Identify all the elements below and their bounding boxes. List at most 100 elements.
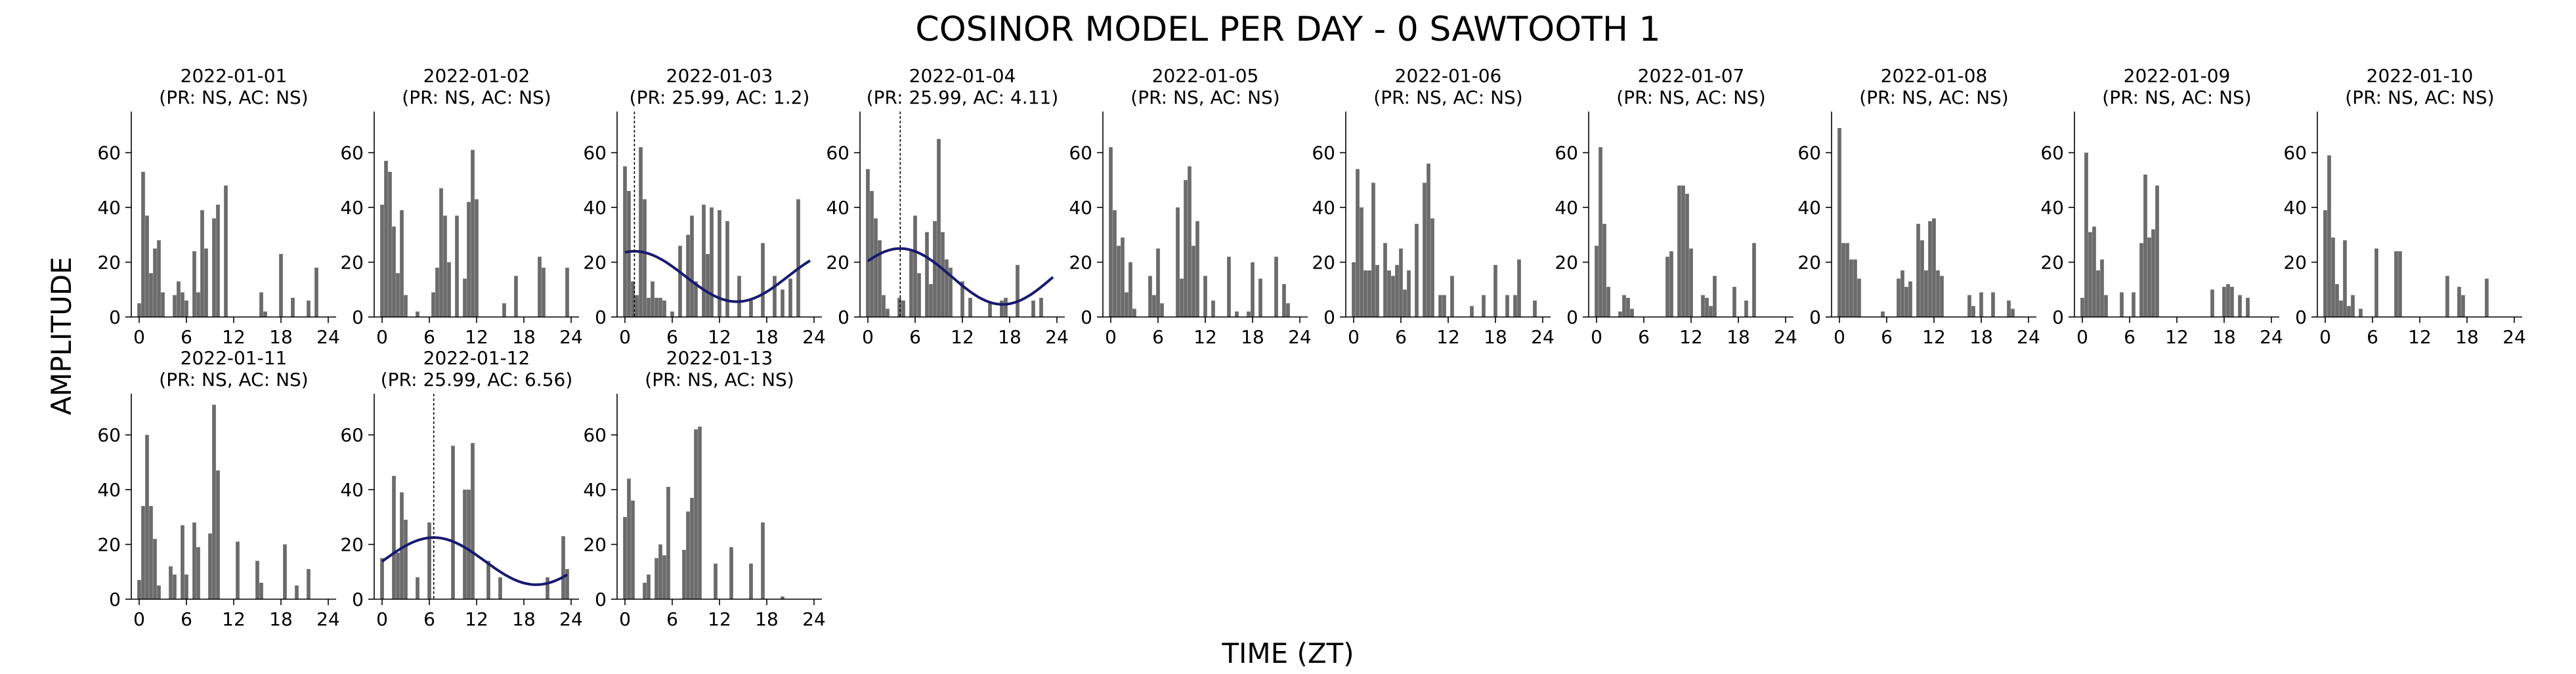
bar <box>427 522 431 599</box>
y-tick-label: 20 <box>97 534 121 556</box>
x-tick-label: 6 <box>423 326 435 348</box>
y-tick-label: 20 <box>2283 252 2307 274</box>
bar <box>1132 308 1136 317</box>
bar <box>2461 295 2465 317</box>
bar <box>475 199 479 317</box>
bar <box>1932 218 1936 317</box>
bar <box>1191 245 1195 317</box>
bar <box>1371 182 1375 317</box>
bar <box>882 295 886 317</box>
bar <box>1744 300 1748 317</box>
bar <box>2238 295 2242 317</box>
bar <box>1251 262 1255 317</box>
x-tick-label: 24 <box>1774 326 1797 348</box>
bar <box>447 262 451 317</box>
subplot-title: 2022-01-02 <box>423 65 530 87</box>
x-tick-label: 12 <box>222 608 246 630</box>
y-tick-label: 40 <box>97 197 121 219</box>
bar <box>655 558 658 599</box>
bar <box>2230 287 2234 317</box>
y-tick-label: 60 <box>1797 142 1821 164</box>
y-tick-label: 20 <box>1069 252 1092 274</box>
bar <box>1039 297 1043 317</box>
subplot-2022-01-04: 2022-01-04(PR: 25.99, AC: 4.11) 0 6 12 18 24 0… <box>826 65 1068 348</box>
bar <box>153 248 157 317</box>
bar <box>2080 297 2084 317</box>
bar <box>486 560 490 599</box>
bar <box>2151 229 2155 317</box>
subplot-title: 2022-01-10 <box>2367 65 2474 87</box>
subplot-subtitle: (PR: NS, AC: NS) <box>2102 87 2251 108</box>
y-tick-label: 40 <box>1312 197 1335 219</box>
x-tick-label: 6 <box>1638 326 1650 348</box>
subplot-title: 2022-01-03 <box>666 65 773 87</box>
bar <box>443 215 447 317</box>
bar <box>216 470 220 599</box>
x-tick-label: 12 <box>1922 326 1946 348</box>
bar <box>1211 300 1215 317</box>
y-tick-label: 40 <box>583 479 607 501</box>
y-tick-label: 20 <box>97 252 121 274</box>
bar <box>1967 295 1971 317</box>
bar <box>655 297 658 317</box>
bar <box>291 297 295 317</box>
x-tick-label: 0 <box>1591 326 1602 348</box>
bar <box>1685 194 1689 317</box>
x-tick-label: 12 <box>708 326 731 348</box>
subplot-2022-01-01: 2022-01-01(PR: NS, AC: NS) 0 6 12 18 24 0 20 40 6… <box>97 65 339 348</box>
bar <box>471 443 475 599</box>
subplot-2022-01-03: 2022-01-03(PR: 25.99, AC: 1.2) 0 6 12 18 24 0 2… <box>583 65 825 348</box>
bar <box>463 490 467 599</box>
bar <box>204 248 208 317</box>
bar <box>1156 248 1160 317</box>
bar <box>184 300 188 317</box>
subplot-2022-01-13: 2022-01-13(PR: NS, AC: NS) 0 6 12 18 24 0 20 40 6… <box>583 347 825 630</box>
bar <box>1681 185 1685 317</box>
subplot-subtitle: (PR: 25.99, AC: 4.11) <box>867 87 1059 108</box>
bar <box>749 563 753 599</box>
bar <box>1513 295 1517 317</box>
bar <box>561 536 565 599</box>
bar <box>542 267 546 317</box>
bar <box>2485 278 2489 317</box>
x-tick-label: 18 <box>512 608 536 630</box>
bar <box>471 150 475 317</box>
bar <box>263 311 267 317</box>
bar <box>901 300 905 317</box>
bar <box>2092 226 2096 317</box>
bar <box>2398 251 2402 317</box>
x-tick-label: 0 <box>133 326 145 348</box>
subplot-title: 2022-01-08 <box>1881 65 1988 87</box>
subplot-title: 2022-01-04 <box>909 65 1016 87</box>
bar <box>874 218 878 317</box>
bar <box>702 204 706 317</box>
x-tick-label: 6 <box>181 608 192 630</box>
bar <box>416 577 419 599</box>
bar <box>2210 289 2214 317</box>
bar <box>565 267 569 317</box>
subplot-subtitle: (PR: 25.99, AC: 6.56) <box>381 369 573 390</box>
bar <box>1908 281 1912 317</box>
bar <box>2445 276 2449 317</box>
y-tick-label: 20 <box>583 534 607 556</box>
y-tick-label: 0 <box>109 589 121 610</box>
bar <box>639 147 643 317</box>
bar <box>212 218 216 317</box>
bar <box>184 574 188 599</box>
bar <box>2226 284 2230 317</box>
x-tick-label: 18 <box>1969 326 1993 348</box>
bar <box>1849 259 1853 317</box>
bar <box>937 138 941 317</box>
bar <box>1360 207 1363 317</box>
bar <box>1121 237 1125 317</box>
x-tick-label: 12 <box>222 326 246 348</box>
y-tick-label: 60 <box>2040 142 2064 164</box>
bar <box>2351 295 2355 317</box>
x-tick-label: 0 <box>2319 326 2331 348</box>
bar <box>698 427 702 599</box>
bar <box>1618 311 1622 317</box>
bar <box>1470 306 1474 317</box>
bar <box>173 295 177 317</box>
bar <box>169 566 173 599</box>
bar <box>1732 287 1736 317</box>
